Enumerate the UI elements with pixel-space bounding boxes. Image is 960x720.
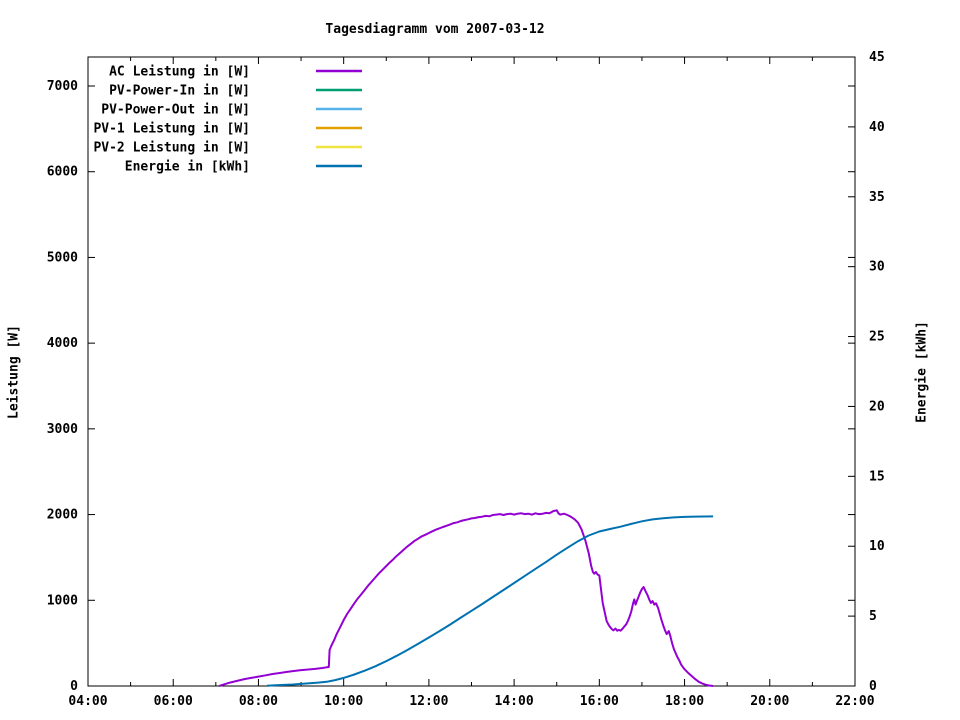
y1-tick-label: 4000 [47, 336, 78, 351]
y1-tick-label: 5000 [47, 250, 78, 265]
y1-tick-label: 6000 [47, 165, 78, 180]
x-tick-label: 16:00 [580, 694, 619, 709]
legend-label: PV-2 Leistung in [W] [93, 141, 250, 156]
y2-tick-label: 30 [869, 260, 885, 275]
series-line-energie-in-kwh [266, 515, 714, 687]
y1-tick-label: 0 [70, 679, 78, 694]
x-tick-label: 10:00 [324, 694, 363, 709]
y1-tick-label: 2000 [47, 508, 78, 523]
x-tick-label: 22:00 [835, 694, 874, 709]
y2-tick-label: 10 [869, 539, 885, 554]
legend-label: PV-1 Leistung in [W] [93, 122, 250, 137]
legend-label: PV-Power-Out in [W] [101, 103, 250, 118]
x-tick-label: 06:00 [154, 694, 193, 709]
y1-tick-label: 7000 [47, 79, 78, 94]
y1-tick-label: 3000 [47, 422, 78, 437]
y2-tick-label: 15 [869, 469, 885, 484]
y2-tick-label: 20 [869, 399, 885, 414]
y2-tick-label: 35 [869, 190, 885, 205]
y2-tick-label: 25 [869, 330, 885, 345]
legend-label: AC Leistung in [W] [109, 65, 250, 80]
x-tick-label: 12:00 [409, 694, 448, 709]
x-tick-label: 20:00 [750, 694, 789, 709]
y2-tick-label: 0 [869, 679, 877, 694]
y2-tick-label: 45 [869, 50, 885, 65]
legend-label: Energie in [kWh] [125, 160, 250, 175]
y2-tick-label: 40 [869, 120, 885, 135]
y1-tick-label: 1000 [47, 593, 78, 608]
x-tick-label: 14:00 [495, 694, 534, 709]
x-tick-label: 08:00 [239, 694, 278, 709]
legend-label: PV-Power-In in [W] [109, 84, 250, 99]
series-line-ac-leistung-in-w [218, 509, 714, 687]
x-tick-label: 04:00 [68, 694, 107, 709]
chart-title: Tagesdiagramm vom 2007-03-12 [325, 22, 545, 37]
y2-axis-label: Energie [kWh] [914, 321, 930, 423]
y-axis-label: Leistung [W] [6, 325, 22, 419]
y2-tick-label: 5 [869, 609, 877, 624]
x-tick-label: 18:00 [665, 694, 704, 709]
